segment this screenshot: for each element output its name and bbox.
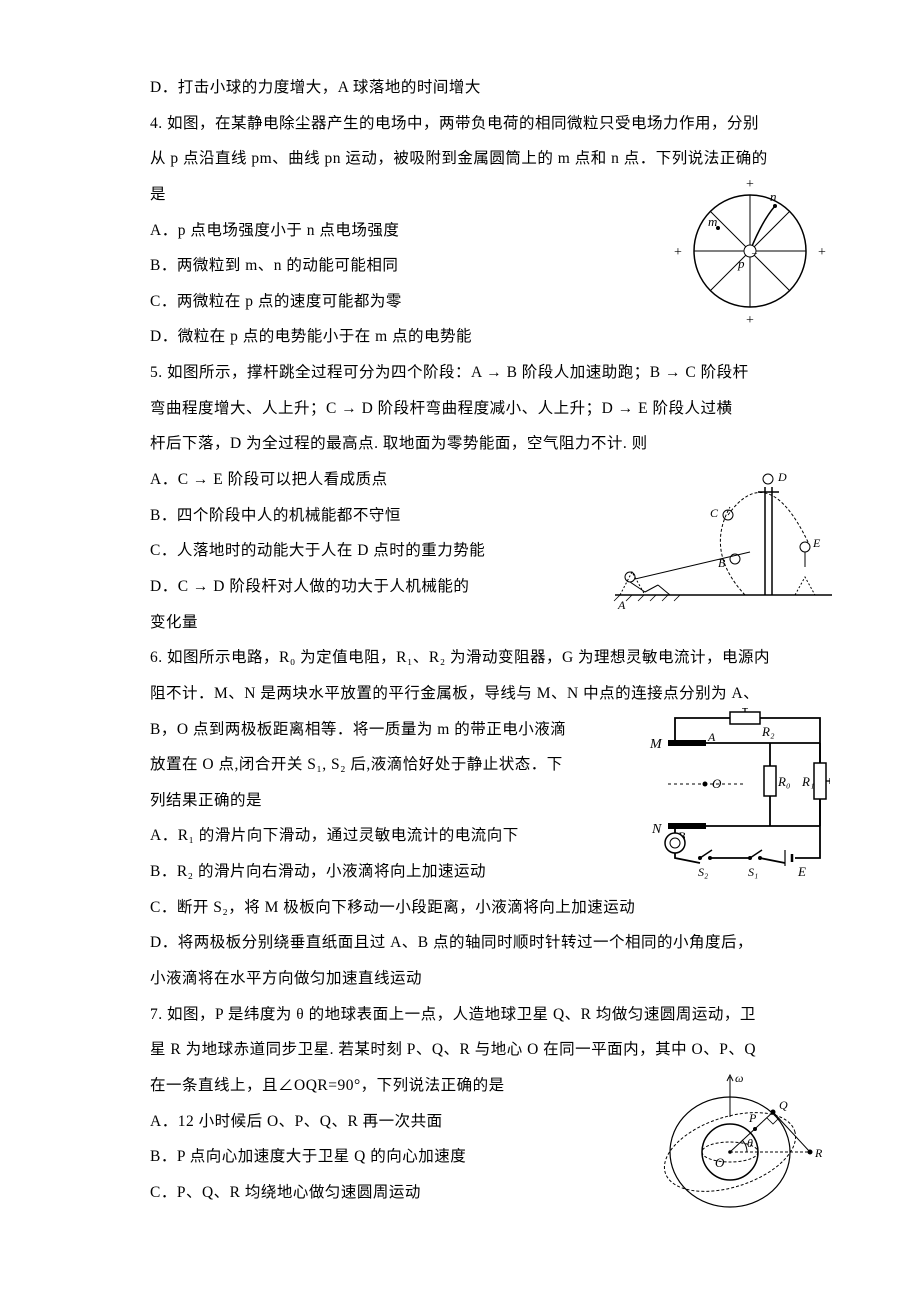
svg-text:+: +: [818, 245, 826, 260]
svg-text:+: +: [674, 245, 682, 260]
svg-text:S₂: S₂: [698, 865, 708, 879]
svg-text:p: p: [737, 256, 745, 271]
svg-text:D: D: [777, 470, 787, 484]
q4-stem-2: 从 p 点沿直线 pm、曲线 pn 运动，被吸附到金属圆筒上的 m 点和 n 点…: [150, 141, 790, 177]
svg-text:θ: θ: [747, 1136, 753, 1150]
q6-block: 6. 如图所示电路，R₀ 为定值电阻，R₁、R₂ 为滑动变阻器，G 为理想灵敏电…: [150, 640, 790, 996]
q4-stem-1: 4. 如图，在某静电除尘器产生的电场中，两带负电荷的相同微粒只受电场力作用，分别: [150, 106, 790, 142]
svg-text:+: +: [746, 313, 754, 326]
svg-text:A: A: [707, 730, 716, 744]
svg-text:N: N: [651, 822, 662, 837]
svg-text:–: –: [751, 248, 758, 259]
q6-stem-2: 阻不计．M、N 是两块水平放置的平行金属板，导线与 M、N 中点的连接点分别为 …: [150, 676, 790, 712]
svg-text:M: M: [649, 737, 663, 752]
q5-stem-2: 弯曲程度增大、人上升；C → D 阶段杆弯曲程度减小、人上升；D → E 阶段人…: [150, 391, 790, 427]
svg-text:ω: ω: [735, 1071, 743, 1085]
q5-figure: A C B D E: [610, 467, 835, 612]
q6-stem-1: 6. 如图所示电路，R₀ 为定值电阻，R₁、R₂ 为滑动变阻器，G 为理想灵敏电…: [150, 640, 790, 676]
svg-text:E: E: [812, 536, 821, 550]
svg-text:n: n: [770, 189, 777, 204]
svg-text:R: R: [814, 1146, 823, 1160]
q5-block: 5. 如图所示，撑杆跳全过程可分为四个阶段：A → B 阶段人加速助跑；B → …: [150, 355, 790, 640]
q7-stem-2: 星 R 为地球赤道同步卫星. 若某时刻 P、Q、R 与地心 O 在同一平面内，其…: [150, 1032, 790, 1068]
svg-text:S₁: S₁: [748, 865, 758, 879]
svg-text:C: C: [710, 506, 719, 520]
q6-option-d-b: 小液滴将在水平方向做匀加速直线运动: [150, 961, 790, 997]
svg-text:E: E: [797, 864, 806, 879]
q6-option-d-a: D．将两极板分别绕垂直纸面且过 A、B 点的轴同时顺时针转过一个相同的小角度后，: [150, 925, 790, 961]
q6-option-c: C．断开 S₂，将 M 极板向下移动一小段距离，小液滴将向上加速运动: [150, 890, 790, 926]
q7-block: 7. 如图，P 是纬度为 θ 的地球表面上一点，人造地球卫星 Q、R 均做匀速圆…: [150, 997, 790, 1211]
svg-text:A: A: [617, 598, 626, 612]
svg-text:B: B: [718, 556, 726, 570]
svg-text:O: O: [715, 1155, 725, 1170]
q5-stem-1: 5. 如图所示，撑杆跳全过程可分为四个阶段：A → B 阶段人加速助跑；B → …: [150, 355, 790, 391]
svg-text:+: +: [746, 177, 754, 192]
svg-text:R₂: R₂: [761, 724, 775, 739]
q6-figure: R₂ R₁ R₀ M N A B O: [630, 708, 830, 888]
q4-figure: – m n p + + + +: [670, 176, 830, 326]
svg-text:P: P: [748, 1111, 757, 1125]
svg-text:R₁: R₁: [801, 774, 814, 789]
svg-text:m: m: [708, 214, 717, 229]
q7-figure: ω O P Q R θ: [655, 1067, 830, 1222]
svg-text:Q: Q: [779, 1098, 788, 1112]
q3-option-d: D．打击小球的力度增大，A 球落地的时间增大: [150, 70, 790, 106]
q4-block: 4. 如图，在某静电除尘器产生的电场中，两带负电荷的相同微粒只受电场力作用，分别…: [150, 106, 790, 355]
q7-stem-1: 7. 如图，P 是纬度为 θ 的地球表面上一点，人造地球卫星 Q、R 均做匀速圆…: [150, 997, 790, 1033]
q5-stem-3: 杆后下落，D 为全过程的最高点. 取地面为零势能面，空气阻力不计. 则: [150, 426, 790, 462]
svg-text:R₀: R₀: [777, 774, 790, 789]
